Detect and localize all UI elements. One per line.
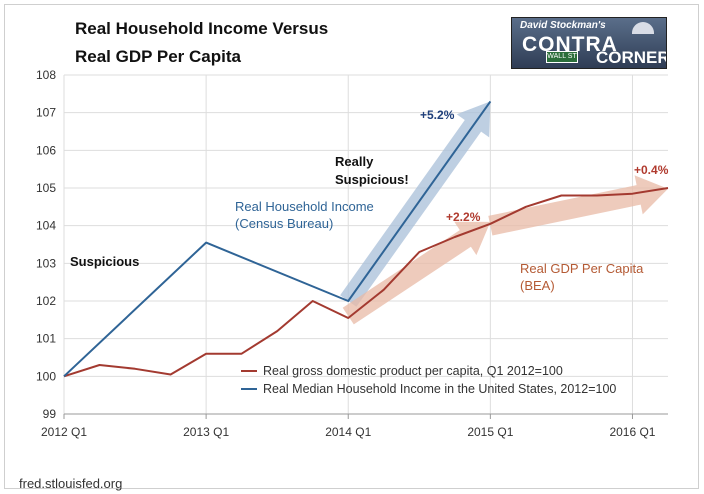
- annotation-really-2: Suspicious!: [335, 172, 409, 187]
- y-tick-label: 106: [36, 143, 56, 157]
- y-tick-label: 99: [43, 407, 57, 421]
- x-tick-label: 2012 Q1: [41, 425, 87, 439]
- chart-svg: 99 100 101 102 103 104 105 106 107 108 2012 Q1 2013…: [36, 68, 669, 439]
- annotation-gdp-label-1: Real GDP Per Capita: [520, 261, 644, 276]
- gdp-trend-arrow: [488, 175, 668, 236]
- x-tick-label: 2016 Q1: [609, 425, 655, 439]
- x-tick-label: 2015 Q1: [467, 425, 513, 439]
- contra-corner-logo: David Stockman's CONTRA WALL ST CORNER: [511, 17, 667, 69]
- annotation-pct-income: +5.2%: [420, 108, 455, 122]
- capitol-dome-icon: [632, 22, 654, 34]
- legend-label: Real gross domestic product per capita, …: [263, 364, 563, 378]
- annotation-really-1: Really: [335, 154, 374, 169]
- chart-title-line-2: Real GDP Per Capita: [75, 47, 241, 66]
- logo-text-2: CONTRA: [522, 33, 618, 56]
- annotation-pct-gdp-a: +2.2%: [446, 210, 481, 224]
- x-tick-label: 2014 Q1: [325, 425, 371, 439]
- y-tick-label: 102: [36, 294, 56, 308]
- logo-text-1: David Stockman's: [520, 20, 606, 31]
- wall-street-sign: WALL ST: [546, 51, 578, 63]
- annotation-gdp-label-2: (BEA): [520, 278, 555, 293]
- source-credit: fred.stlouisfed.org: [19, 476, 123, 491]
- annotation-income-label-1: Real Household Income: [235, 199, 374, 214]
- y-tick-label: 105: [36, 181, 56, 195]
- y-tick-label: 107: [36, 106, 56, 120]
- annotation-income-label-2: (Census Bureau): [235, 216, 333, 231]
- logo-text-3: CORNER: [596, 48, 667, 67]
- y-tick-label: 108: [36, 68, 56, 82]
- x-tick-label: 2013 Q1: [183, 425, 229, 439]
- gdp-trend-arrow: [342, 221, 491, 325]
- y-tick-label: 101: [36, 332, 56, 346]
- annotation-suspicious: Suspicious: [70, 254, 139, 269]
- y-tick-label: 100: [36, 369, 56, 383]
- chart-frame: 99 100 101 102 103 104 105 106 107 108 2012 Q1 2013…: [4, 4, 699, 491]
- gdp-series-line: [63, 187, 669, 378]
- y-tick-label: 103: [36, 256, 56, 270]
- legend-label: Real Median Household Income in the Unit…: [263, 382, 616, 396]
- y-tick-label: 104: [36, 219, 56, 233]
- chart-title-line-1: Real Household Income Versus: [75, 19, 329, 38]
- income-series-line: [63, 100, 492, 378]
- annotation-pct-gdp-b: +0.4%: [634, 163, 669, 177]
